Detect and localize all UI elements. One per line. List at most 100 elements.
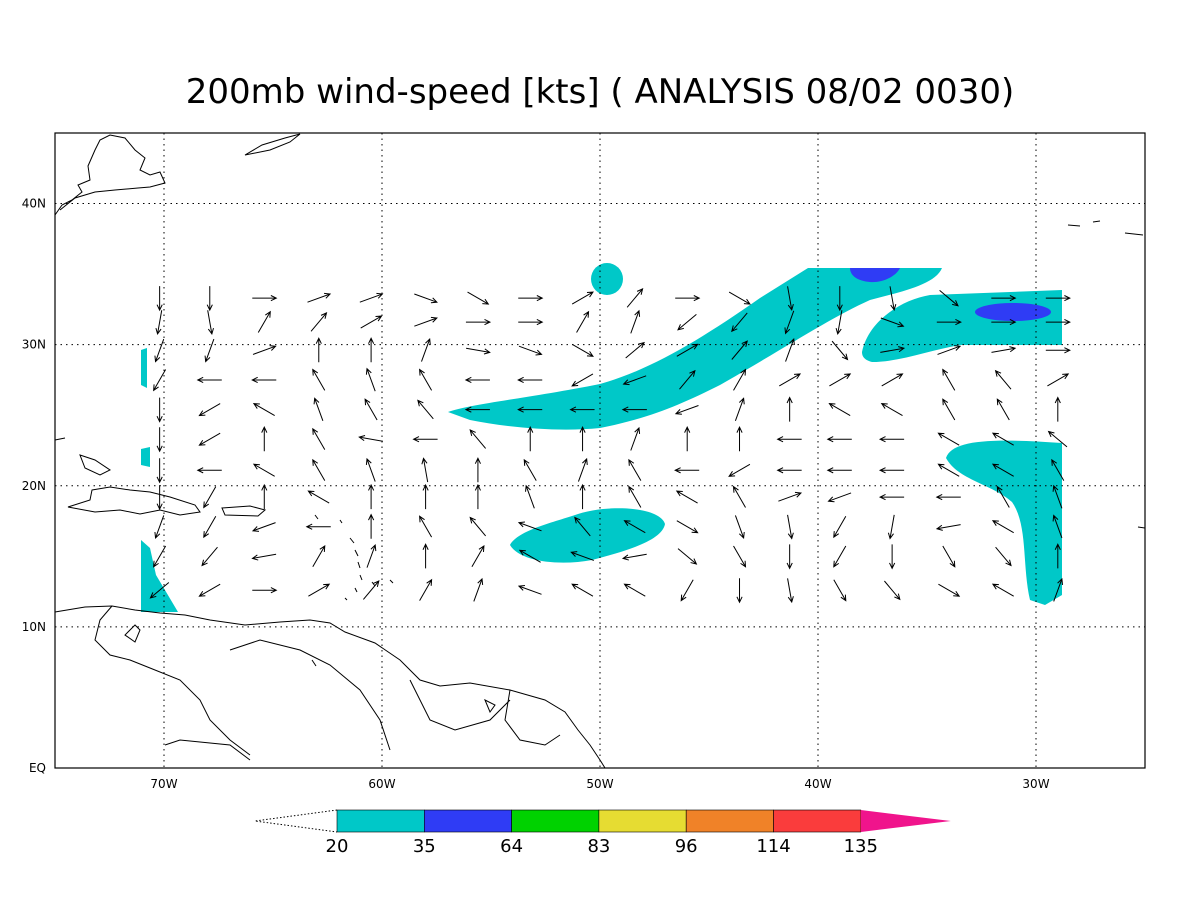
wind-arrow	[308, 583, 331, 597]
coastline	[221, 505, 267, 517]
coastline	[54, 605, 606, 769]
shaded-region	[141, 348, 147, 388]
colorbar-box	[598, 809, 687, 833]
colorbar: 20 35 64 83 96 114 135	[254, 809, 951, 857]
wind-arrow	[474, 483, 481, 510]
wind-arrow	[786, 396, 793, 422]
wind-arrow	[731, 340, 748, 360]
wind-arrow	[626, 288, 644, 308]
wind-arrow	[473, 577, 484, 602]
coastlines	[54, 133, 1146, 769]
wind-arrow	[523, 458, 537, 481]
wind-arrow	[734, 515, 745, 540]
x-tick-label: 50W	[586, 777, 613, 791]
wind-arrow	[305, 523, 331, 530]
tick-labels: 70W 60W 50W 40W 30W EQ 10N 20N 30N 40N	[22, 197, 1050, 791]
wind-arrow	[312, 427, 326, 450]
x-tick-label: 60W	[368, 777, 395, 791]
wind-arrow	[630, 426, 641, 451]
wind-arrow	[155, 310, 163, 336]
wind-arrow	[996, 485, 1010, 508]
wind-arrow	[991, 319, 1017, 326]
wind-arrow	[676, 520, 699, 534]
wind-arrow	[365, 457, 376, 482]
wind-arrow	[577, 457, 588, 482]
wind-arrow	[201, 546, 218, 567]
wind-arrow	[1045, 319, 1071, 326]
wind-arrow	[1047, 430, 1068, 448]
wind-arrow	[942, 368, 956, 391]
wind-arrow	[625, 341, 645, 359]
wind-arrow	[942, 398, 956, 421]
coastline	[54, 437, 111, 476]
wind-arrow	[368, 513, 375, 539]
wind-arrow	[527, 426, 534, 452]
wind-arrow	[674, 405, 699, 415]
wind-arrow	[419, 368, 433, 391]
colorbar-label: 96	[675, 836, 698, 857]
wind-arrow	[422, 543, 429, 569]
wind-arrow	[414, 316, 438, 327]
wind-arrow	[518, 319, 544, 326]
colorbar-label: 83	[587, 836, 610, 857]
wind-arrow	[679, 369, 696, 390]
wind-arrow	[787, 286, 794, 312]
wind-arrow	[198, 403, 221, 417]
shaded-region	[591, 263, 623, 295]
wind-arrow	[829, 373, 852, 387]
wind-arrow	[469, 516, 487, 537]
wind-arrow	[733, 545, 747, 568]
wind-arrow	[518, 295, 544, 302]
wind-arrow	[261, 483, 268, 510]
wind-arrow	[889, 286, 897, 312]
wind-arrow	[623, 583, 646, 597]
wind-arrow	[991, 432, 1014, 446]
wind-arrow	[310, 312, 328, 332]
colorbar-box	[336, 809, 425, 833]
wind-arrow	[153, 369, 167, 392]
wind-arrow	[991, 520, 1014, 534]
wind-arrow	[207, 310, 214, 336]
wind-arrow	[576, 310, 590, 333]
wind-arrow	[307, 292, 332, 303]
wind-arrow	[878, 436, 905, 443]
wind-arrow	[786, 544, 793, 570]
wind-arrow	[569, 406, 595, 413]
wind-arrow	[684, 426, 691, 452]
wind-arrow	[776, 436, 802, 443]
wind-arrow	[579, 426, 586, 452]
wind-arrow	[517, 406, 543, 413]
wind-arrow	[261, 426, 268, 452]
wind-arrow	[1045, 347, 1071, 354]
wind-arrow	[206, 286, 213, 312]
x-tick-label: 30W	[1022, 777, 1049, 791]
wind-arrow	[785, 337, 795, 362]
y-tick-label: EQ	[29, 761, 46, 775]
wind-arrow	[574, 516, 591, 537]
y-tick-label: 30N	[22, 338, 46, 352]
wind-arrow	[1052, 514, 1063, 539]
wind-arrow	[570, 551, 595, 561]
wind-arrow	[252, 403, 275, 417]
wind-arrow	[776, 467, 802, 474]
wind-arrow	[889, 544, 896, 570]
wind-arrow	[1047, 373, 1070, 387]
wind-arrow	[728, 291, 751, 305]
colorbar-under	[254, 809, 338, 833]
wind-arrow	[360, 315, 383, 329]
wind-vectors	[149, 286, 1071, 604]
wind-arrow	[153, 545, 167, 568]
wind-arrow	[1054, 396, 1061, 422]
wind-arrow	[312, 458, 326, 481]
wind-arrow	[421, 457, 429, 483]
wind-arrow	[991, 463, 1014, 477]
wind-arrow	[471, 544, 485, 567]
wind-arrow	[156, 397, 163, 423]
wind-arrow	[307, 490, 330, 504]
wind-arrow	[623, 520, 646, 534]
wind-arrow	[365, 367, 376, 392]
wind-arrow	[836, 286, 843, 312]
coastline	[94, 605, 251, 756]
wind-arrow	[364, 398, 378, 421]
